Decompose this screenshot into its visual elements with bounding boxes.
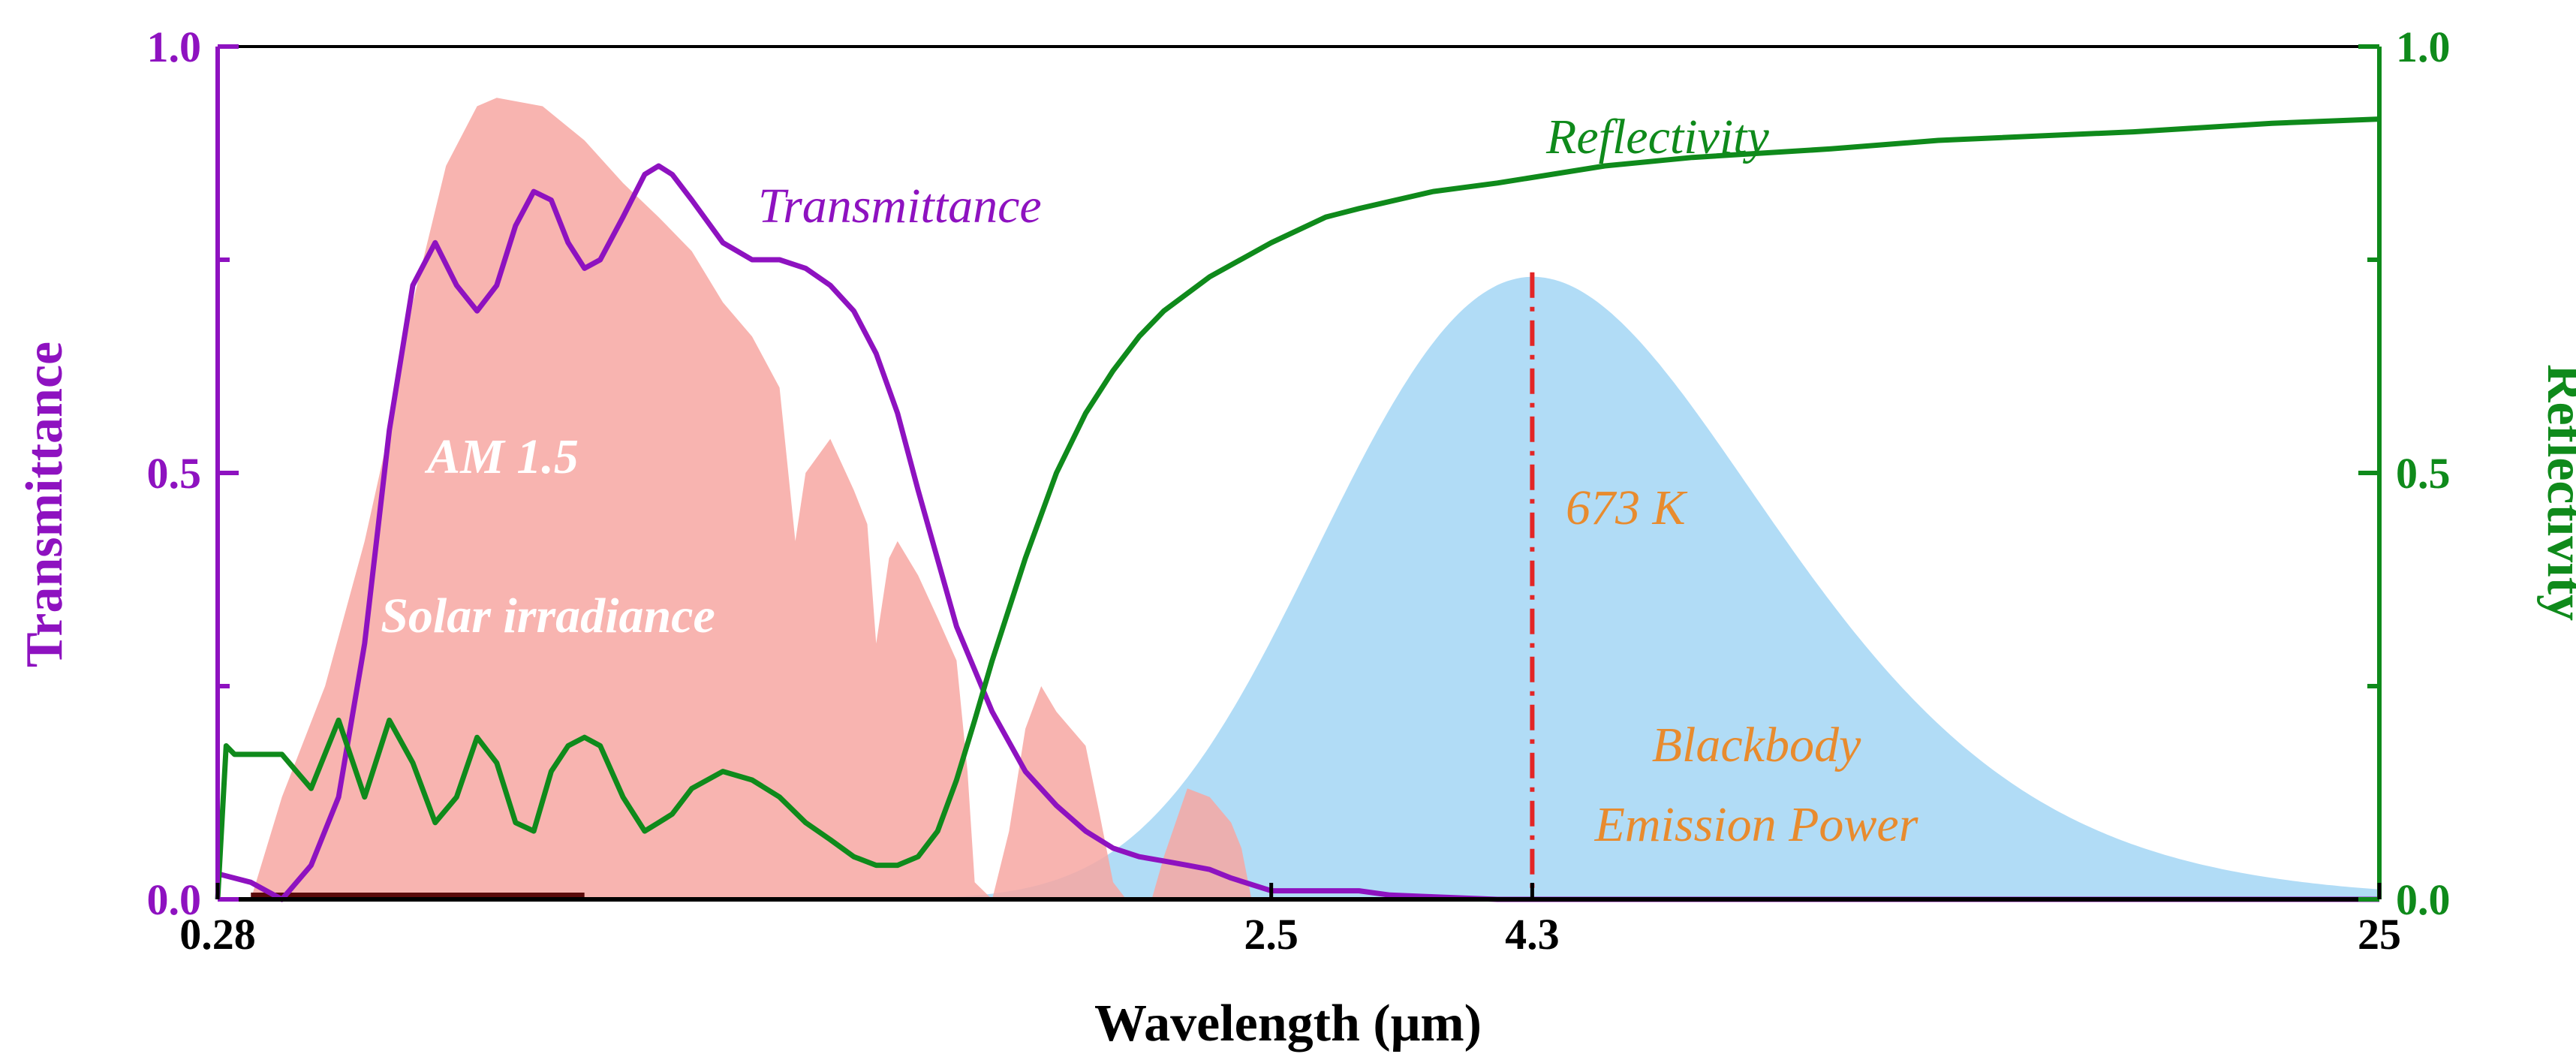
x-tick-label: 0.28 (179, 910, 256, 959)
x-axis-title: Wavelength (μm) (1094, 995, 1482, 1052)
temperature-annotation: 673 K (1566, 480, 1688, 535)
x-tick-label: 25 (2358, 910, 2401, 959)
left-tick-label: 0.5 (147, 449, 202, 498)
x-tick-label: 4.3 (1505, 910, 1560, 959)
area-layer (218, 98, 2379, 900)
transmittance-annotation: Transmittance (758, 179, 1042, 233)
line-layer (215, 116, 2380, 902)
x-tick-label: 2.5 (1244, 910, 1299, 959)
solar-annotation-line2: Solar irradiance (381, 589, 715, 643)
reflectivity-line (215, 116, 2380, 900)
blackbody-annotation-line2: Emission Power (1594, 797, 1918, 852)
right-tick-label: 1.0 (2396, 23, 2451, 71)
annotation-layer: AM 1.5 Solar irradiance Transmittance Re… (381, 110, 1918, 852)
uv-band-bar (251, 893, 585, 900)
right-tick-label: 0.5 (2396, 449, 2451, 498)
right-tick-label: 0.0 (2396, 875, 2451, 924)
blackbody-annotation-line1: Blackbody (1652, 718, 1861, 772)
axes-layer: 0.0 0.5 1.0 0.0 0.5 1.0 0.28 2.5 4.3 25 (147, 23, 2451, 959)
blackbody-emission-area (853, 276, 2379, 899)
left-axis-title: Transmittance (16, 342, 74, 667)
left-tick-label: 0.0 (147, 875, 202, 924)
transmittance-line (217, 163, 2379, 902)
right-axis-title: Reflectivity (2536, 364, 2576, 621)
reflectivity-annotation: Reflectivity (1545, 110, 1770, 164)
solar-annotation-line1: AM 1.5 (424, 429, 579, 484)
left-tick-label: 1.0 (147, 23, 202, 71)
solar-irradiance-area (218, 98, 1271, 900)
